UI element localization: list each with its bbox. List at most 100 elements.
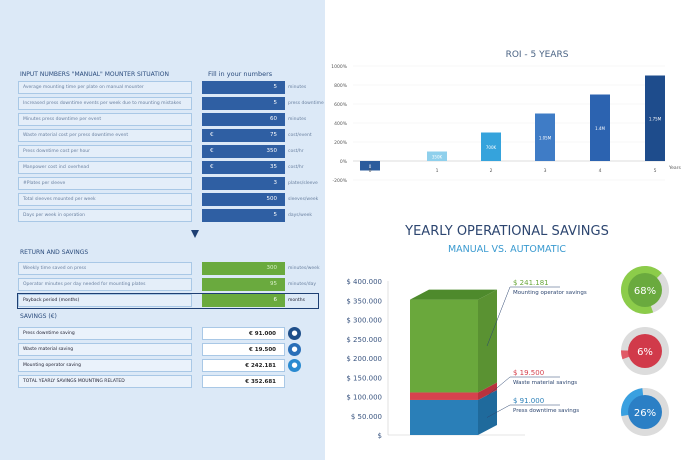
unit-label: plates/sleeve bbox=[288, 181, 318, 186]
operator-icon: ● bbox=[288, 359, 301, 372]
input-value-field[interactable]: €350 bbox=[202, 145, 285, 158]
y-tick-label: 1000% bbox=[331, 64, 347, 70]
leader-line bbox=[486, 376, 511, 397]
waste-icon: ● bbox=[288, 343, 301, 356]
unit-label: cost/hr bbox=[288, 149, 304, 154]
input-row-label: Minutes press downtime per event bbox=[18, 113, 192, 126]
roi-bar bbox=[427, 151, 447, 161]
bar-data-label: 0 bbox=[369, 164, 372, 169]
calculator-panel bbox=[0, 0, 325, 460]
donut-percent: 6% bbox=[637, 347, 653, 358]
savings-row-label: Mounting operator saving bbox=[18, 359, 192, 372]
input-row-label: Average mounting time per plate on manua… bbox=[18, 81, 192, 94]
bar-data-label: 1.05M bbox=[539, 135, 552, 140]
savings-value: € 352.681 bbox=[202, 375, 285, 388]
unit-label: cost/hr bbox=[288, 165, 304, 170]
roi-bar bbox=[590, 94, 610, 161]
input-value: 500 bbox=[266, 196, 278, 202]
unit-label: press downtime bbox=[288, 101, 324, 106]
unit-label: days/week bbox=[288, 213, 312, 218]
savings-row-label: Waste material saving bbox=[18, 343, 192, 356]
savings-value: € 19.500 bbox=[202, 343, 285, 356]
input-value: 3 bbox=[273, 180, 278, 186]
donut-center bbox=[628, 334, 662, 368]
savings-value-text: € 91.000 bbox=[249, 331, 276, 337]
input-value: 60 bbox=[270, 116, 277, 122]
y-tick-label: $ 400.000 bbox=[346, 278, 382, 286]
y-tick-label: 0% bbox=[340, 159, 348, 165]
input-row-label: Increased press downtime events per week… bbox=[18, 97, 192, 110]
return-value-text: 300 bbox=[266, 265, 278, 271]
y-tick-label: $ 50.000 bbox=[351, 413, 382, 421]
savings-subtitle: MANUAL VS. AUTOMATIC bbox=[448, 244, 566, 255]
input-row-label: Days per week in operation bbox=[18, 209, 192, 222]
stack-segment-side bbox=[478, 289, 497, 393]
input-value-field[interactable]: €35 bbox=[202, 161, 285, 174]
savings-row-label: Press downtime saving bbox=[18, 327, 192, 340]
payback-highlight bbox=[17, 293, 319, 309]
return-row-label: Payback period (months) bbox=[18, 294, 192, 307]
unit-label: minutes bbox=[288, 85, 307, 90]
savings-chart: YEARLY OPERATIONAL SAVINGS MANUAL VS. AUT… bbox=[346, 224, 669, 440]
series-name-label: Waste material savings bbox=[513, 380, 577, 386]
press-icon: ● bbox=[288, 327, 301, 340]
y-tick-label: $ 200.000 bbox=[346, 355, 382, 363]
currency-prefix: € bbox=[210, 164, 214, 170]
series-name-label: Mounting operator savings bbox=[513, 290, 587, 296]
input-value-field[interactable]: €75 bbox=[202, 129, 285, 142]
return-value-text: 95 bbox=[270, 281, 277, 287]
return-value: 6 bbox=[202, 294, 285, 307]
bar-data-label: 1.4M bbox=[595, 126, 605, 131]
input-row-label: Manpower cost incl overhead bbox=[18, 161, 192, 174]
input-value-field[interactable]: 60 bbox=[202, 113, 285, 126]
bar-data-label: 350K bbox=[432, 154, 443, 159]
stack-top bbox=[410, 289, 497, 300]
series-value-label: $ 241.181 bbox=[513, 279, 549, 287]
y-tick-label: $ 150.000 bbox=[346, 374, 382, 382]
roi-bar bbox=[535, 113, 555, 161]
savings-value-text: € 352.681 bbox=[245, 379, 276, 385]
input-value: 5 bbox=[273, 100, 278, 106]
return-value: 300 bbox=[202, 262, 285, 275]
savings-value: € 91.000 bbox=[202, 327, 285, 340]
x-tick-label: 2 bbox=[490, 168, 493, 174]
currency-prefix: € bbox=[210, 132, 214, 138]
x-tick-label: 4 bbox=[599, 168, 602, 174]
unit-label: cost/event bbox=[288, 133, 312, 138]
input-value: 5 bbox=[273, 212, 278, 218]
input-value-field[interactable]: 3 bbox=[202, 177, 285, 190]
input-row-label: Total sleeves mounted per week bbox=[18, 193, 192, 206]
input-value-field[interactable]: 5 bbox=[202, 97, 285, 110]
bar-data-label: 700K bbox=[486, 145, 497, 150]
fill-in-header: Fill in your numbers bbox=[208, 70, 273, 78]
input-value: 350 bbox=[266, 148, 278, 154]
series-value-label: $ 91.000 bbox=[513, 397, 544, 405]
input-value: 75 bbox=[270, 132, 277, 138]
x-tick-label: 3 bbox=[544, 168, 547, 174]
return-value-text: 6 bbox=[273, 297, 278, 303]
donut-percent: 68% bbox=[634, 286, 656, 297]
y-tick-label: 200% bbox=[334, 140, 348, 146]
unit-label: sleeves/week bbox=[288, 197, 319, 202]
roi-bar bbox=[481, 132, 501, 161]
input-value-field[interactable]: 5 bbox=[202, 209, 285, 222]
y-tick-label: $ 300.000 bbox=[346, 317, 382, 325]
x-tick-label: 5 bbox=[654, 168, 657, 174]
savings-row-label: TOTAL YEARLY SAVINGS MOUNTING RELATED bbox=[18, 375, 192, 388]
return-row-label: Operator minutes per day needed for moun… bbox=[18, 278, 192, 291]
input-value-field[interactable]: 5 bbox=[202, 81, 285, 94]
input-value: 5 bbox=[273, 84, 278, 90]
roi-chart: ROI - 5 YEARS -200% 0% 200% 400% 600% 800% 1000… bbox=[331, 50, 682, 184]
roi-bar bbox=[645, 75, 665, 161]
stack-segment-side bbox=[478, 389, 497, 435]
x-axis-label: Years bbox=[668, 165, 682, 171]
input-value-field[interactable]: 500 bbox=[202, 193, 285, 206]
y-tick-label: 400% bbox=[334, 121, 348, 127]
bar-data-label: 1.75M bbox=[649, 116, 662, 121]
roi-title: ROI - 5 YEARS bbox=[506, 50, 569, 60]
leader-line bbox=[486, 404, 511, 418]
series-value-label: $ 19.500 bbox=[513, 369, 544, 377]
stack-segment bbox=[410, 399, 478, 435]
leader-line bbox=[486, 286, 511, 347]
stack-segment-side bbox=[478, 382, 497, 400]
